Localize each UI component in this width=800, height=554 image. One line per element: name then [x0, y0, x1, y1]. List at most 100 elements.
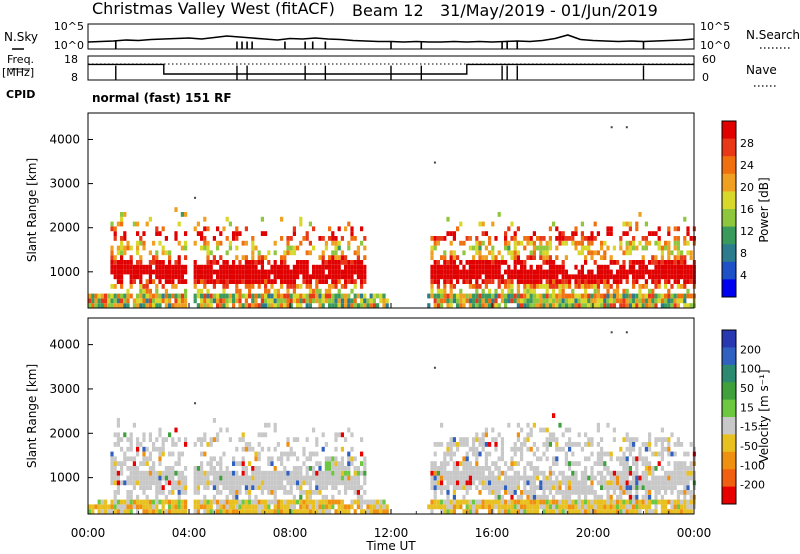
velocity-cell — [267, 485, 271, 490]
velocity-cell — [456, 475, 460, 481]
power-cell — [606, 226, 610, 232]
power-cell — [270, 303, 274, 308]
power-cell — [600, 264, 604, 270]
power-cell — [667, 303, 671, 308]
power-cell — [571, 298, 575, 304]
power-cell — [584, 293, 588, 299]
velocity-cell — [318, 480, 322, 486]
velocity-cell — [142, 509, 146, 514]
power-cell — [280, 303, 284, 308]
velocity-cell — [225, 466, 229, 471]
velocity-cell — [196, 490, 200, 495]
velocity-cell — [145, 475, 149, 481]
power-cell — [558, 269, 562, 275]
velocity-cell — [580, 490, 584, 495]
velocity-cell — [376, 499, 380, 505]
velocity-cell — [564, 509, 568, 514]
power-cell — [443, 260, 447, 265]
velocity-cell — [286, 499, 290, 505]
power-cell — [539, 236, 543, 241]
velocity-cell — [632, 461, 636, 466]
velocity-cell — [116, 485, 120, 490]
velocity-cell — [526, 480, 530, 486]
velocity-colorbar-segment-8 — [722, 469, 736, 488]
power-cell — [100, 303, 104, 308]
velocity-cell — [334, 456, 338, 462]
velocity-cell — [635, 461, 639, 466]
power-cell — [468, 274, 472, 280]
velocity-cell — [241, 470, 245, 476]
velocity-cell — [369, 499, 373, 505]
velocity-cell — [257, 499, 261, 505]
velocity-cell — [523, 470, 527, 476]
velocity-cell — [625, 499, 629, 505]
velocity-cell — [488, 504, 492, 510]
power-cell — [139, 293, 143, 299]
power-cell — [219, 240, 223, 246]
power-cell — [225, 298, 229, 304]
power-cell — [222, 303, 226, 308]
velocity-cell — [504, 504, 508, 510]
power-cell — [94, 293, 98, 299]
power-cell — [200, 264, 204, 270]
power-cell — [513, 245, 517, 251]
velocity-cell — [686, 470, 690, 476]
velocity-cell — [635, 475, 639, 481]
velocity-cell — [350, 499, 354, 505]
velocity-cell — [273, 470, 277, 476]
velocity-cell — [648, 432, 652, 438]
power-cell — [625, 240, 629, 246]
power-cell — [571, 240, 575, 246]
velocity-cell — [619, 504, 623, 510]
velocity-cell — [568, 461, 572, 466]
power-cell — [664, 274, 668, 280]
velocity-cell — [574, 480, 578, 486]
power-cell — [456, 293, 460, 299]
velocity-cell — [478, 490, 482, 495]
power-cell — [484, 303, 488, 308]
power-cell — [504, 298, 508, 304]
power-cell — [449, 284, 453, 289]
velocity-cell — [219, 509, 223, 514]
velocity-cell — [619, 475, 623, 481]
power-cell — [526, 298, 530, 304]
velocity-cell — [360, 485, 364, 490]
velocity-cell — [667, 485, 671, 490]
velocity-cell — [568, 480, 572, 486]
velocity-cell — [651, 499, 655, 505]
velocity-cell — [219, 480, 223, 486]
power-cell — [196, 293, 200, 299]
power-cell — [539, 245, 543, 251]
power-cell — [612, 279, 616, 284]
power-cell — [526, 255, 530, 260]
power-cell — [664, 264, 668, 270]
power-cell — [507, 298, 511, 304]
velocity-cell — [318, 504, 322, 510]
power-cell — [683, 274, 687, 280]
power-cell — [225, 303, 229, 308]
power-cell — [161, 250, 165, 256]
velocity-cell — [529, 480, 533, 486]
velocity-cell — [561, 475, 565, 481]
power-cell — [628, 303, 632, 308]
power-cell — [600, 255, 604, 260]
power-cell — [324, 240, 328, 246]
power-cell — [305, 231, 309, 236]
velocity-cell — [683, 480, 687, 486]
velocity-cell — [104, 499, 108, 505]
velocity-cell — [168, 504, 172, 510]
power-cell — [465, 274, 469, 280]
velocity-cell — [248, 480, 252, 486]
velocity-cell — [222, 480, 226, 486]
power-cell — [539, 284, 543, 289]
velocity-cell — [619, 470, 623, 476]
power-cell — [430, 274, 434, 280]
power-cell — [88, 293, 92, 299]
power-cell — [305, 269, 309, 275]
velocity-cell — [145, 480, 149, 486]
velocity-cell — [580, 446, 584, 452]
power-cell — [587, 240, 591, 246]
power-cell — [334, 236, 338, 241]
power-cell — [561, 236, 565, 241]
velocity-cell — [670, 432, 674, 438]
